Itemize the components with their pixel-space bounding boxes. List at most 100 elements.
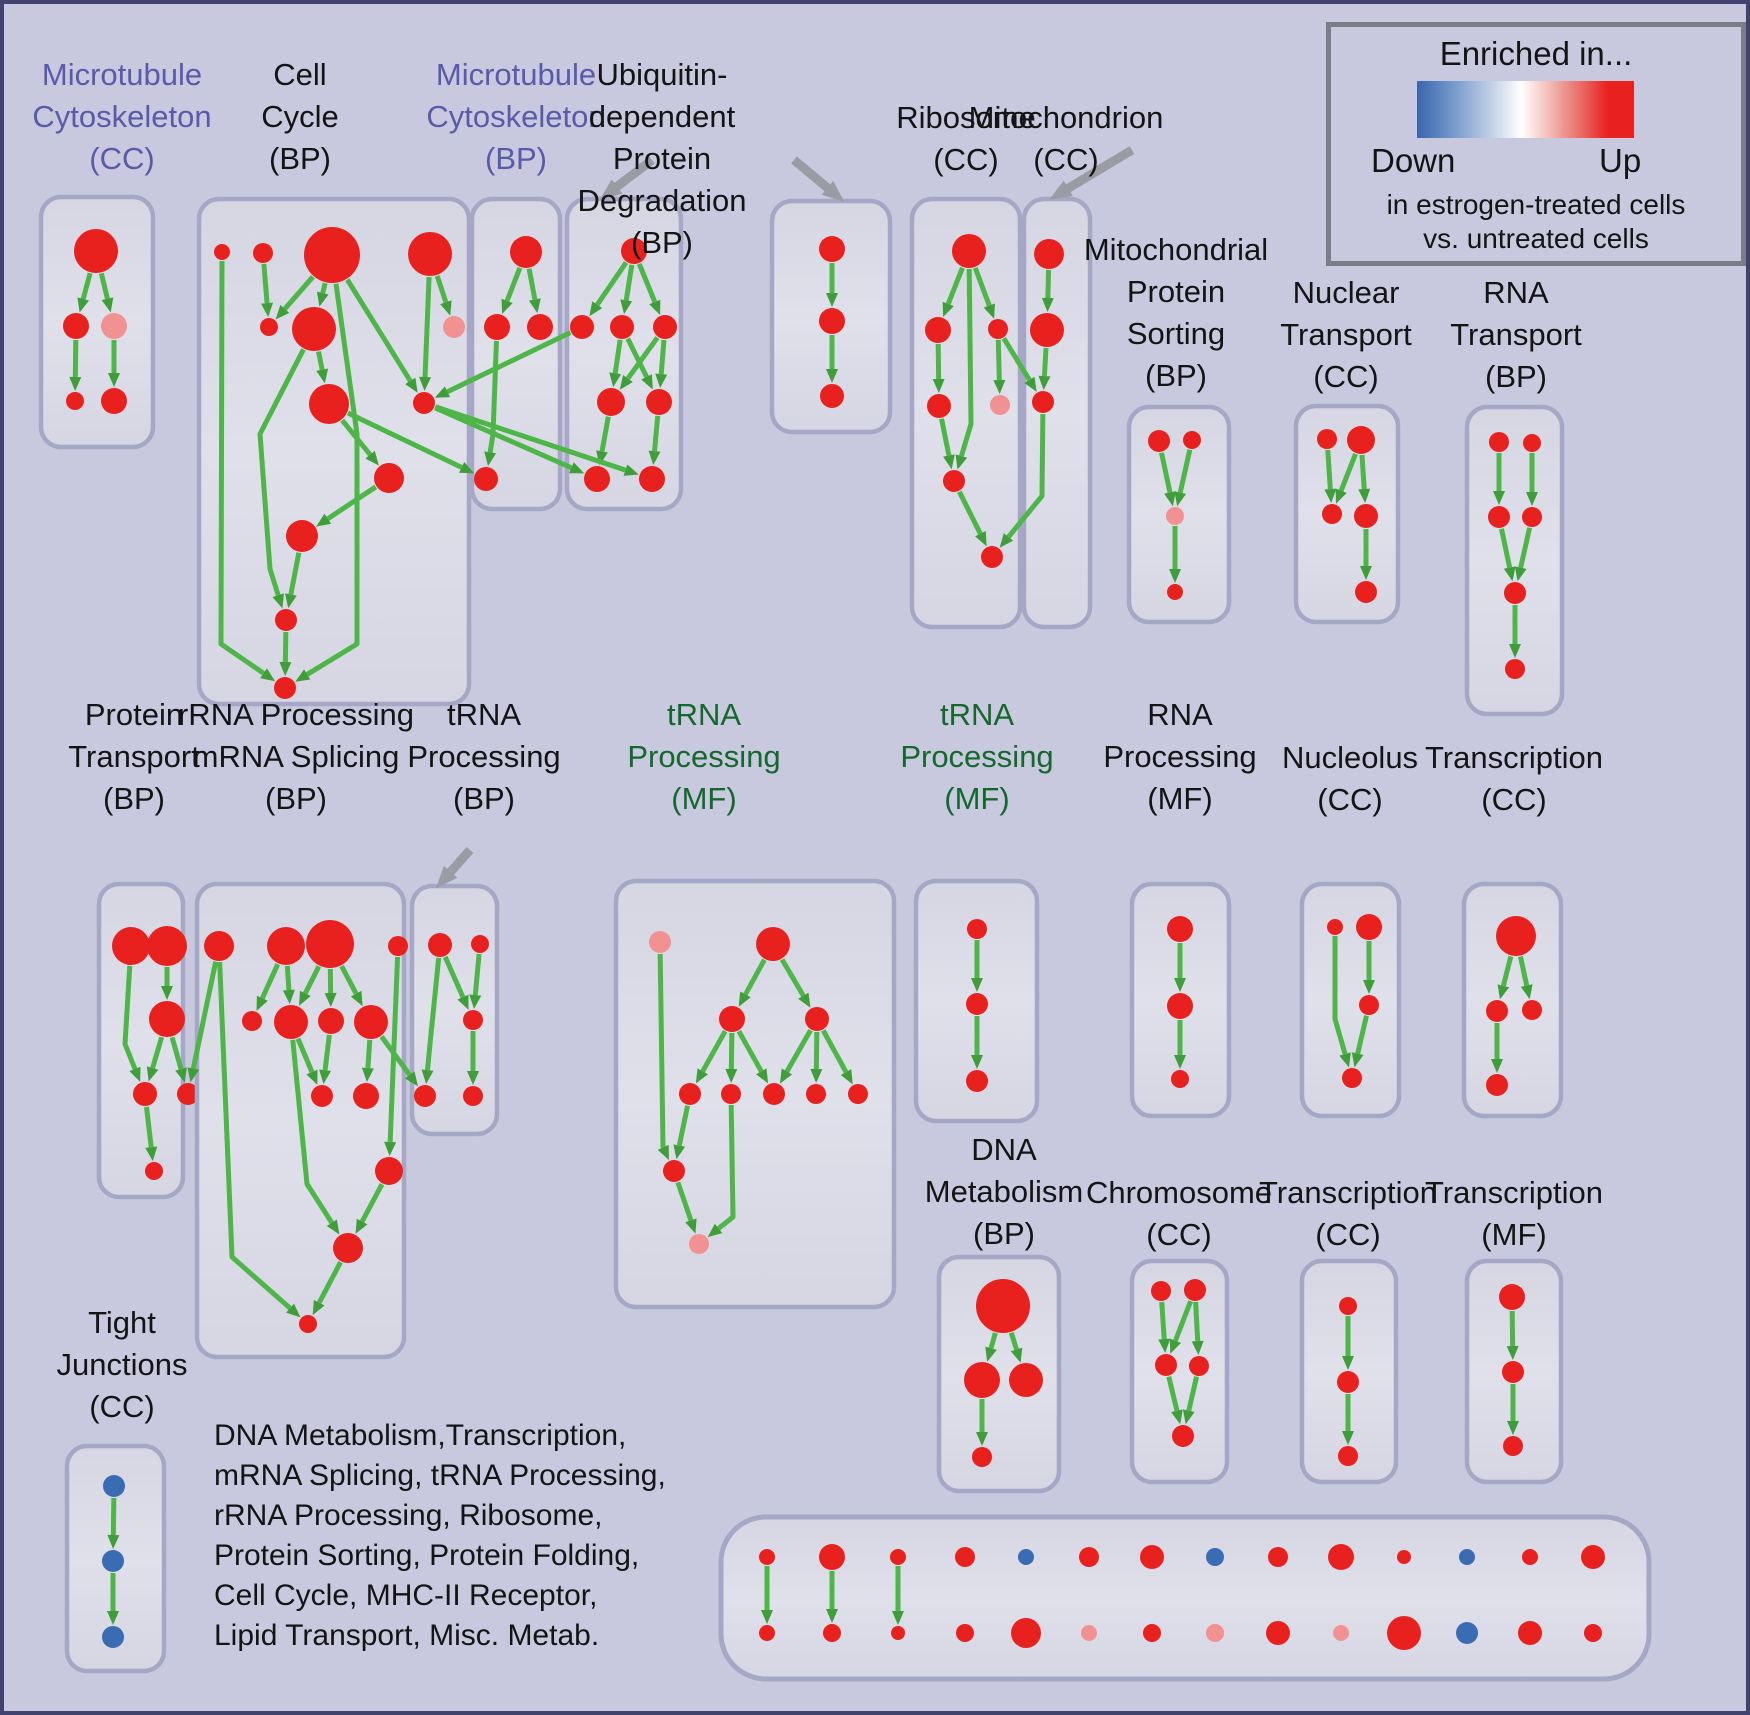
edge-arrow bbox=[261, 263, 274, 318]
edge-arrow bbox=[620, 264, 635, 315]
gene-node bbox=[318, 1008, 344, 1034]
cluster-trna-processing-mf-1 bbox=[613, 878, 897, 1310]
cluster-label-trna-processing-bp: tRNA Processing (BP) bbox=[407, 694, 560, 820]
cluster-label-line: (MF) bbox=[944, 781, 1010, 816]
gene-node bbox=[966, 993, 988, 1015]
edge-arrow bbox=[1038, 347, 1051, 391]
gene-node bbox=[1172, 1425, 1194, 1447]
cluster-label-protein-transport-bp: Protein Transport (BP) bbox=[68, 694, 200, 820]
edge-arrow bbox=[319, 1034, 332, 1085]
gene-node bbox=[756, 927, 790, 961]
label-pointer-arrows bbox=[436, 146, 1135, 889]
cluster-label-trna-processing-mf-2: tRNA Processing (MF) bbox=[900, 694, 1053, 820]
cluster-label-line: Processing bbox=[407, 739, 561, 774]
cluster-label-trna-processing-mf-1: tRNA Processing (MF) bbox=[627, 694, 780, 820]
cluster-nucleolus-cc bbox=[1299, 881, 1402, 1119]
gene-node bbox=[204, 931, 234, 961]
edge-arrow bbox=[257, 348, 306, 609]
edge-arrow bbox=[1358, 454, 1371, 504]
legend-subtitle-line-2: vs. untreated cells bbox=[1423, 223, 1649, 254]
gene-node bbox=[428, 933, 452, 957]
edge-arrow bbox=[695, 1029, 728, 1084]
cluster-label-line: Transcription bbox=[1424, 740, 1604, 775]
gene-node bbox=[299, 1315, 317, 1333]
gene-node bbox=[274, 1005, 308, 1039]
gene-node bbox=[1327, 919, 1343, 935]
edge-arrow bbox=[345, 278, 418, 393]
edge-arrow bbox=[284, 552, 302, 609]
edge-arrow bbox=[1517, 955, 1533, 1000]
gene-node bbox=[414, 1085, 436, 1107]
edge-arrow bbox=[256, 963, 281, 1011]
gene-node bbox=[147, 926, 187, 966]
gene-node bbox=[649, 931, 671, 953]
cluster-box bbox=[38, 194, 156, 450]
gene-node bbox=[1359, 995, 1379, 1015]
gene-node bbox=[1522, 507, 1542, 527]
gene-node bbox=[927, 394, 951, 418]
cluster-label-line: (CC) bbox=[1317, 782, 1383, 817]
edge-arrow bbox=[339, 964, 363, 1007]
edge-arrow bbox=[346, 410, 475, 474]
edge-arrow bbox=[779, 958, 811, 1008]
gene-node bbox=[988, 319, 1008, 339]
edge-arrow bbox=[707, 1104, 736, 1238]
gene-node bbox=[966, 1070, 988, 1092]
gene-node bbox=[956, 1624, 974, 1642]
gene-node bbox=[1342, 1068, 1362, 1088]
cluster-label-line: (BP) bbox=[1145, 358, 1207, 393]
cluster-tight-junctions-cc bbox=[64, 1443, 167, 1674]
cluster-label-line: (BP) bbox=[631, 225, 693, 260]
cluster-label-line: (CC) bbox=[1313, 359, 1379, 394]
cluster-chromosome-cc bbox=[1129, 1258, 1230, 1485]
legend-gradient-bar bbox=[1417, 81, 1634, 138]
gene-node bbox=[1189, 1356, 1209, 1376]
cluster-label-line: Nuclear bbox=[1292, 275, 1400, 310]
gene-node bbox=[1155, 1354, 1177, 1376]
gene-node bbox=[149, 1001, 185, 1037]
cluster-label-line: Processing bbox=[1103, 739, 1257, 774]
gray-pointer-arrow bbox=[599, 156, 655, 200]
gene-node bbox=[102, 1550, 124, 1572]
edge-arrow bbox=[1001, 337, 1037, 392]
cluster-label-line: (CC) bbox=[1481, 782, 1547, 817]
edge-arrow bbox=[187, 961, 219, 1083]
gene-node bbox=[1354, 504, 1378, 528]
cluster-label-line: Metabolism bbox=[924, 1174, 1084, 1209]
gene-node bbox=[976, 1279, 1030, 1333]
edge-arrow bbox=[985, 1332, 998, 1362]
edge-arrow bbox=[1166, 1376, 1183, 1425]
gene-node bbox=[1486, 1000, 1508, 1022]
gene-node bbox=[304, 227, 360, 283]
cluster-label-dna-metabolism-bp: DNA Metabolism (BP) bbox=[925, 1129, 1084, 1255]
gene-node bbox=[653, 315, 677, 339]
cluster-label-mitochondrion-cc: Mitochondrion (CC) bbox=[969, 97, 1164, 181]
cluster-label-mitochondrial-protein-sorting-bp: Mitochondrial Protein Sorting (BP) bbox=[1084, 229, 1268, 397]
gene-node bbox=[1522, 1549, 1538, 1565]
gene-node bbox=[1504, 582, 1526, 604]
gene-node bbox=[1456, 1622, 1478, 1644]
misc-text-line: DNA Metabolism,Transcription, bbox=[214, 1419, 627, 1452]
cluster-label-line: Transport bbox=[1450, 317, 1582, 352]
gene-node bbox=[292, 307, 336, 351]
cluster-box bbox=[1299, 881, 1402, 1119]
gray-pointer-arrow bbox=[436, 847, 474, 889]
edge-arrow bbox=[299, 965, 322, 1006]
cluster-label-line: (CC) bbox=[89, 1389, 155, 1424]
cluster-label-line: (CC) bbox=[89, 141, 155, 176]
cluster-ribosome-cc bbox=[909, 196, 1023, 630]
gene-node bbox=[1347, 426, 1375, 454]
edge-arrow bbox=[1191, 1301, 1204, 1356]
cluster-label-line: DNA bbox=[971, 1132, 1037, 1167]
cluster-trna-processing-mf-2 bbox=[913, 878, 1040, 1124]
edge-arrow bbox=[999, 413, 1046, 548]
gene-node bbox=[1009, 1363, 1043, 1397]
cluster-label-line: Cytoskeleton bbox=[32, 99, 212, 134]
misc-annotation-text: DNA Metabolism,Transcription, mRNA Splic… bbox=[214, 1416, 666, 1656]
gene-node bbox=[74, 229, 118, 273]
gene-node bbox=[375, 1157, 403, 1185]
legend-up-label: Up bbox=[1599, 142, 1642, 179]
edge-arrow bbox=[1335, 453, 1358, 504]
edge-arrow bbox=[312, 1260, 343, 1316]
